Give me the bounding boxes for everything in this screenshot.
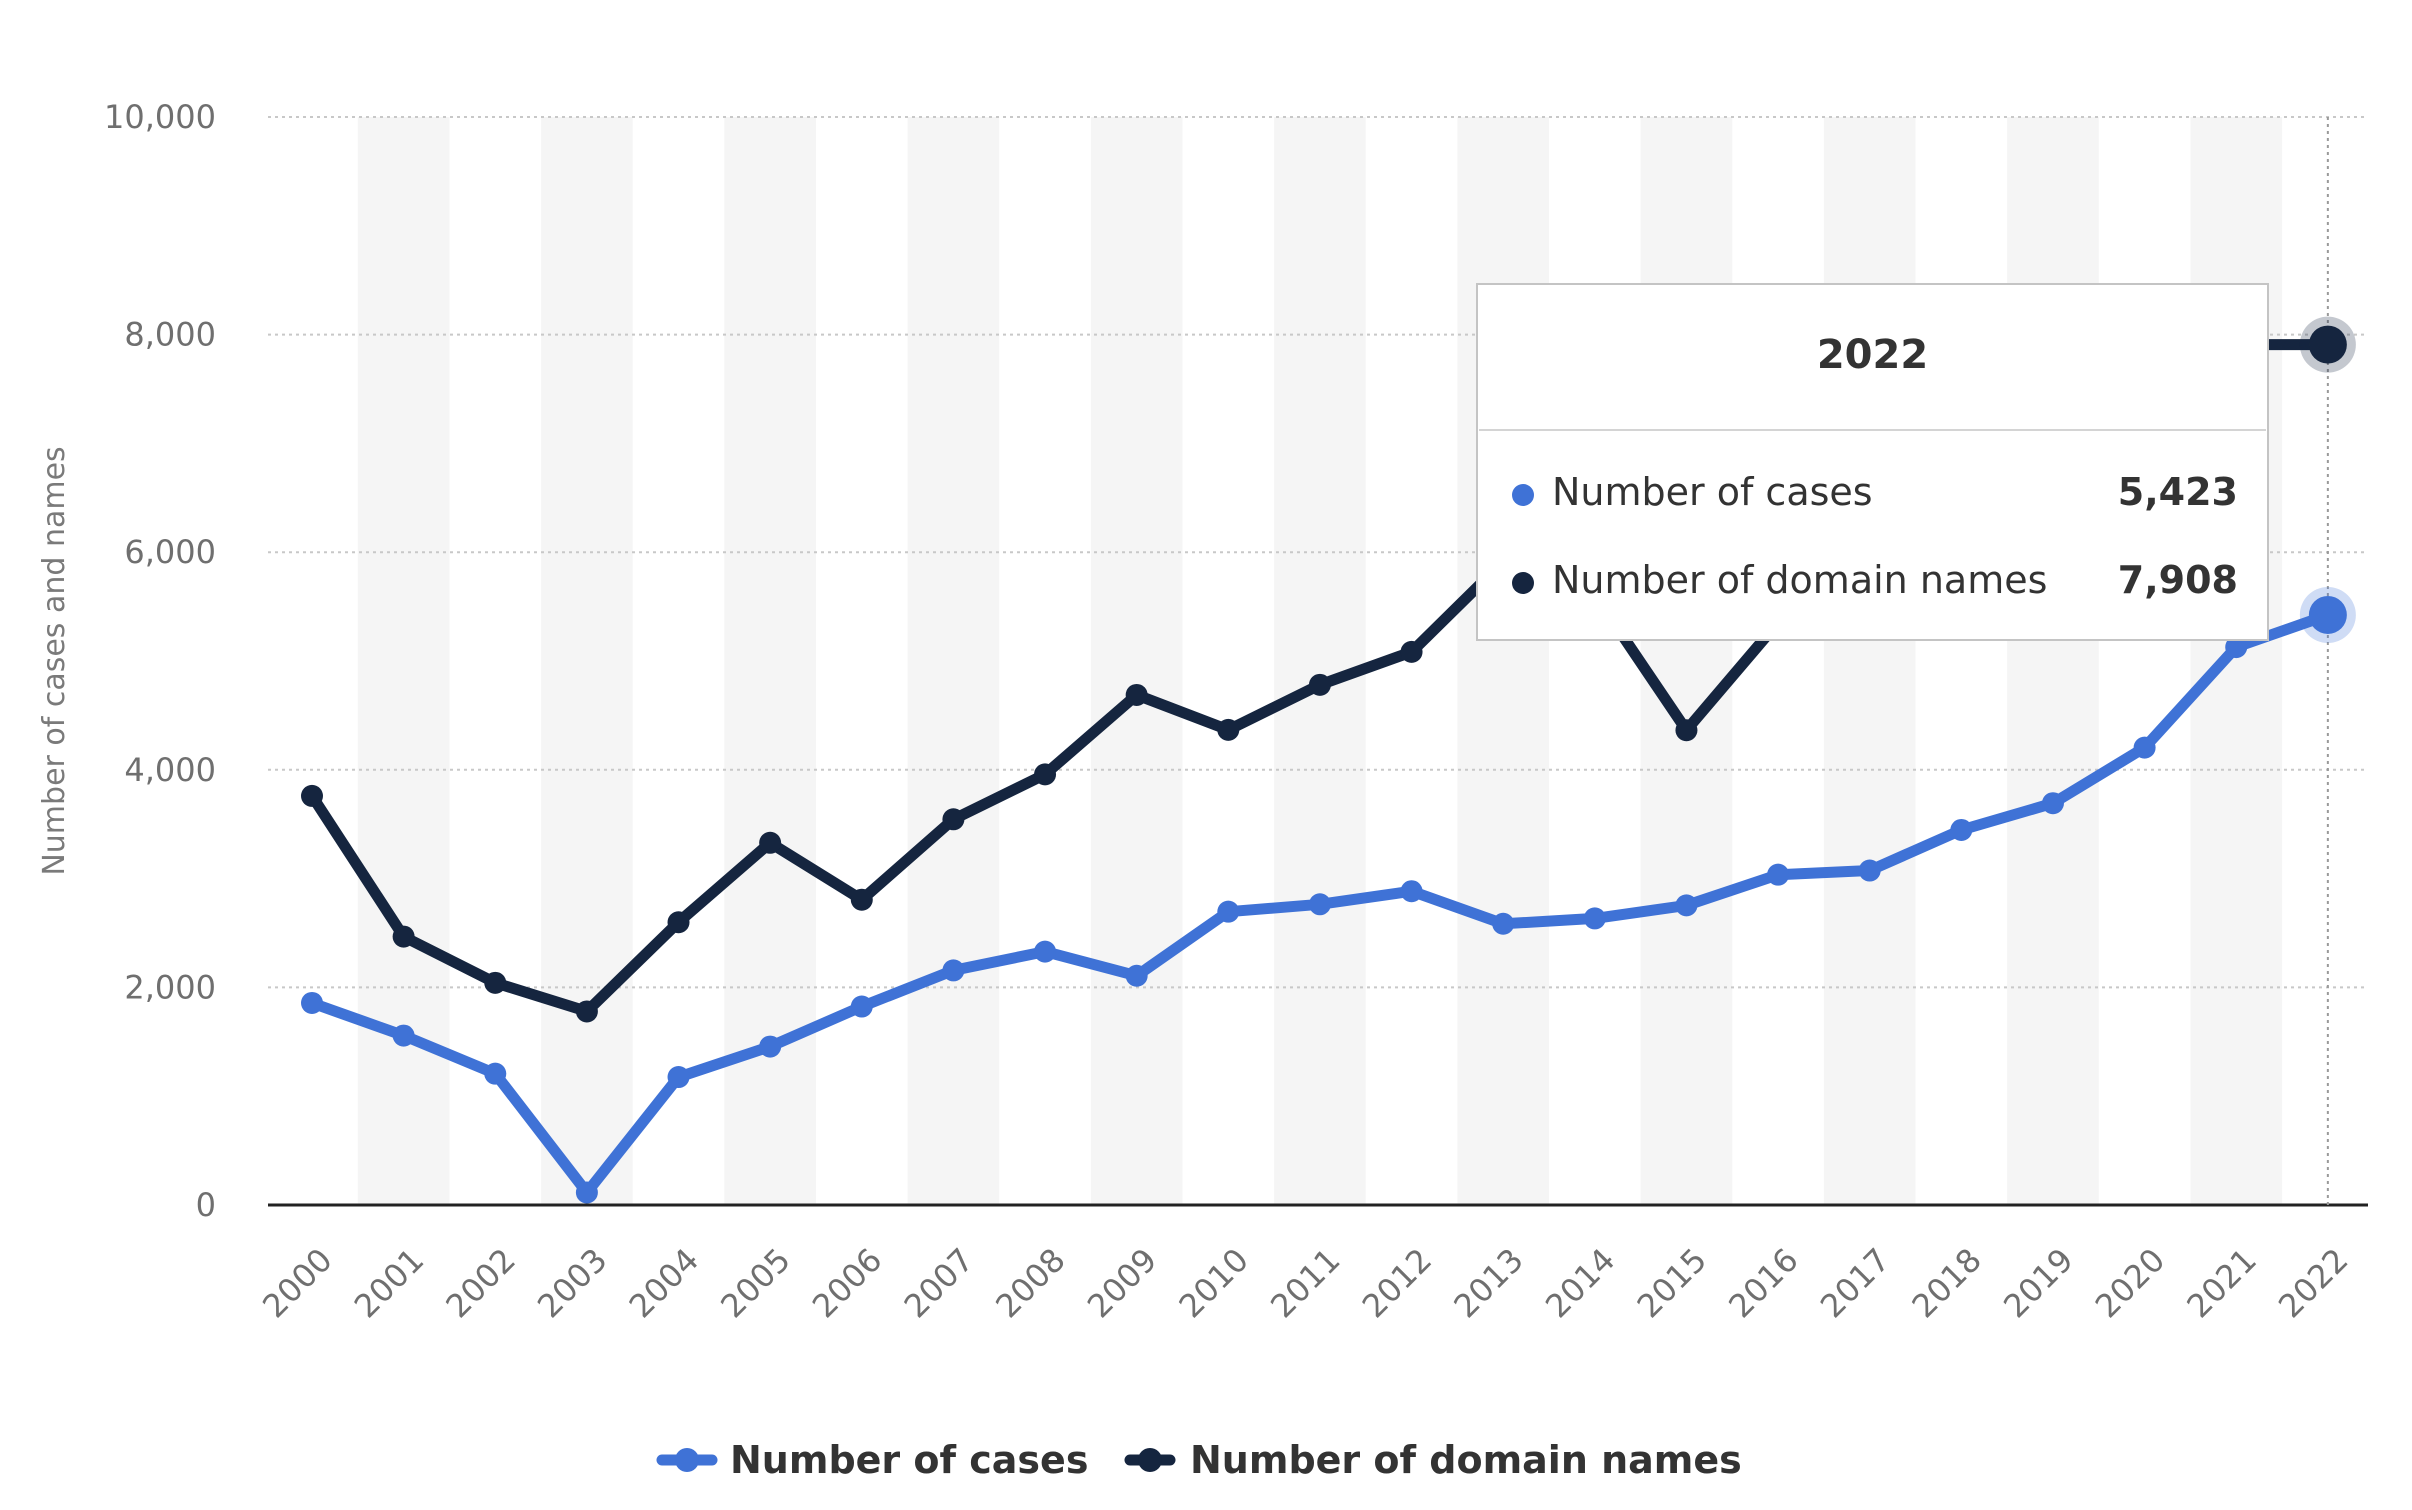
x-tick-label: 2016: [1721, 1241, 1805, 1325]
y-axis-ticks: 0 2,000 4,000 6,000 8,000 10,000: [104, 98, 216, 1224]
data-point-cases: [1217, 900, 1240, 923]
x-tick-label: 2006: [805, 1241, 889, 1325]
x-tick-label: 2019: [1996, 1241, 2080, 1325]
band-2003: [541, 117, 633, 1205]
legend-label-domains: Number of domain names: [1190, 1438, 1742, 1482]
x-tick-label: 2022: [2271, 1241, 2355, 1325]
legend-label-cases: Number of cases: [730, 1438, 1088, 1482]
data-point-domains: [484, 971, 507, 994]
legend-item-cases[interactable]: Number of cases: [656, 1438, 1088, 1482]
x-tick-label: 2020: [2088, 1241, 2172, 1325]
x-tick-label: 2009: [1080, 1241, 1164, 1325]
data-point-domains: [1034, 763, 1057, 786]
data-point-cases: [2133, 736, 2156, 759]
data-point-cases: [392, 1024, 415, 1047]
highlight-point-domains: [2308, 325, 2347, 364]
band-2005: [724, 117, 816, 1205]
data-point-domains: [1308, 673, 1331, 696]
alternating-bands: [357, 117, 2283, 1205]
x-tick-label: 2015: [1630, 1241, 1714, 1325]
legend-swatch-dot-domains: [1138, 1448, 1162, 1472]
data-point-cases: [2041, 792, 2064, 815]
data-point-cases: [1308, 893, 1331, 916]
tooltip: 2022 Number of cases 5,423 Number of dom…: [1476, 283, 2269, 641]
data-point-domains: [850, 888, 873, 911]
x-tick-label: 2017: [1813, 1241, 1897, 1325]
data-point-cases: [1034, 940, 1057, 963]
band-2011: [1274, 117, 1366, 1205]
x-tick-label: 2005: [713, 1241, 797, 1325]
data-point-domains: [575, 1000, 598, 1023]
data-point-domains: [1400, 640, 1423, 663]
series-cases: [301, 586, 2356, 1204]
x-tick-label: 2004: [622, 1241, 706, 1325]
data-point-cases: [575, 1181, 598, 1204]
data-point-cases: [1125, 964, 1148, 987]
band-2015: [1640, 117, 1733, 1205]
data-point-cases: [1400, 880, 1423, 903]
tooltip-value-cases: 5,423: [2118, 470, 2238, 514]
tooltip-title: 2022: [1817, 332, 1928, 378]
data-point-cases: [667, 1066, 690, 1089]
x-tick-label: 2012: [1355, 1241, 1439, 1325]
data-point-cases: [484, 1062, 507, 1085]
band-2021: [2190, 117, 2283, 1205]
data-point-cases: [1675, 894, 1698, 917]
tooltip-dot-domains: [1512, 572, 1534, 594]
highlight-point-cases: [2308, 595, 2347, 634]
data-point-cases: [942, 959, 965, 982]
x-tick-label: 2003: [530, 1241, 614, 1325]
legend-swatch-dot-cases: [675, 1448, 699, 1472]
tooltip-value-domains: 7,908: [2118, 558, 2238, 602]
x-tick-label: 2011: [1263, 1241, 1347, 1325]
data-point-cases: [850, 995, 873, 1018]
y-axis-title: Number of cases and names: [37, 446, 72, 875]
data-point-cases: [1858, 859, 1881, 882]
data-point-domains: [667, 911, 690, 934]
y-tick-label: 2,000: [124, 968, 216, 1006]
data-point-cases: [759, 1035, 782, 1058]
y-tick-label: 0: [196, 1186, 216, 1224]
band-2007: [907, 117, 1000, 1205]
legend-item-domains[interactable]: Number of domain names: [1124, 1438, 1742, 1482]
tooltip-box: [1476, 283, 2269, 641]
data-point-cases: [1492, 912, 1515, 935]
x-tick-label: 2002: [438, 1241, 522, 1325]
data-point-cases: [1583, 907, 1606, 930]
data-point-domains: [1125, 683, 1148, 706]
x-axis-ticks: 2000 2001 2002 2003 2004 2005 2006 2007 2008 2009…: [255, 1241, 2355, 1325]
data-point-cases: [1767, 863, 1790, 886]
data-point-cases: [1950, 818, 1973, 841]
data-point-domains: [1675, 719, 1698, 742]
x-tick-label: 2013: [1446, 1241, 1530, 1325]
data-point-domains: [301, 784, 323, 807]
x-tick-label: 2007: [897, 1241, 981, 1325]
data-point-domains: [392, 925, 415, 948]
x-tick-label: 2010: [1172, 1241, 1256, 1325]
data-point-domains: [942, 808, 965, 831]
tooltip-label-domains: Number of domain names: [1552, 558, 2047, 602]
y-tick-label: 10,000: [104, 98, 216, 136]
tooltip-dot-cases: [1512, 484, 1534, 506]
band-2017: [1823, 117, 1916, 1205]
y-tick-label: 8,000: [124, 316, 216, 354]
band-2009: [1090, 117, 1183, 1205]
x-tick-label: 2021: [2179, 1241, 2263, 1325]
tooltip-label-cases: Number of cases: [1552, 470, 1873, 514]
data-point-cases: [301, 991, 323, 1014]
legend: Number of cases Number of domain names: [656, 1438, 1742, 1482]
x-tick-label: 2001: [347, 1241, 431, 1325]
band-2019: [2007, 117, 2099, 1205]
data-point-domains: [759, 831, 782, 854]
x-tick-label: 2008: [988, 1241, 1072, 1325]
y-tick-label: 4,000: [124, 751, 216, 789]
data-point-domains: [1217, 718, 1240, 741]
data-point-cases: [2225, 636, 2248, 659]
y-tick-label: 6,000: [124, 533, 216, 571]
x-tick-label: 2018: [1905, 1241, 1989, 1325]
x-tick-label: 2000: [255, 1241, 339, 1325]
x-tick-label: 2014: [1538, 1241, 1622, 1325]
band-2013: [1457, 117, 1550, 1205]
